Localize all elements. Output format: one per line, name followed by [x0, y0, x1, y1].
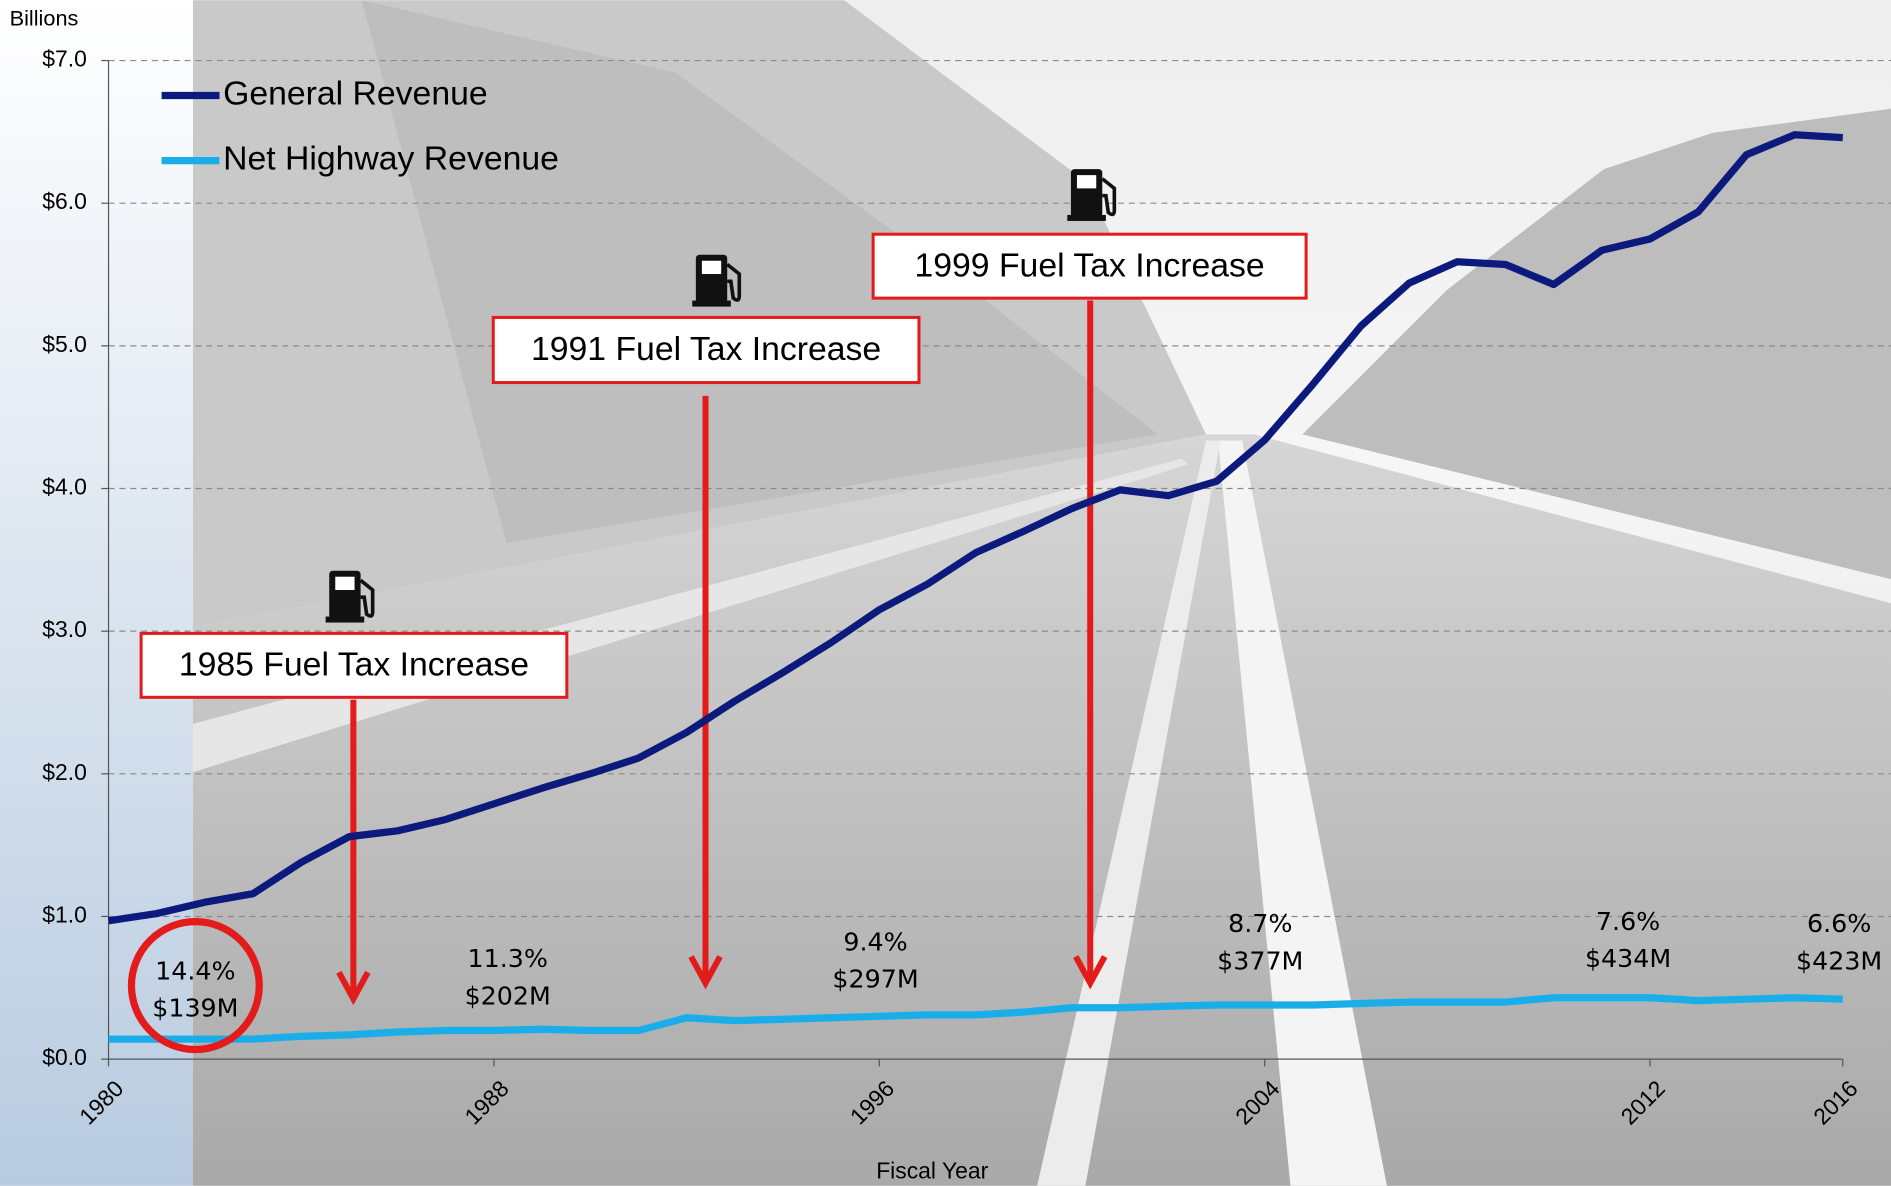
y-tick-label: $4.0: [42, 474, 87, 500]
chart: Billions Fiscal Year $0.0 $1.0 $2.0 $3.0 $4.…: [0, 0, 1891, 1186]
y-tick-label: $6.0: [42, 188, 87, 214]
callout-share: 7.6%: [1596, 906, 1660, 936]
callout-amount: $423M: [1796, 946, 1882, 976]
callout-amount: $202M: [465, 981, 551, 1011]
pump-base: [326, 617, 365, 623]
pump-window: [335, 577, 354, 590]
callout-amount: $297M: [832, 964, 918, 994]
callout-share: 9.4%: [843, 926, 907, 956]
background: [0, 0, 1891, 1185]
pump-window: [702, 261, 721, 274]
callout-share: 14.4%: [155, 955, 235, 985]
y-tick-label: $7.0: [42, 46, 87, 72]
callout-amount: $434M: [1585, 943, 1671, 973]
y-tick-label: $5.0: [42, 331, 87, 357]
pump-base: [692, 301, 731, 307]
x-axis-title: Fiscal Year: [876, 1158, 988, 1184]
callout-amount: $377M: [1217, 946, 1303, 976]
callout-share: 11.3%: [468, 943, 548, 973]
legend-label: General Revenue: [223, 74, 488, 112]
y-tick-label: $1.0: [42, 902, 87, 928]
pump-base: [1067, 215, 1106, 221]
y-tick-label: $2.0: [42, 759, 87, 785]
annotation-label: 1991 Fuel Tax Increase: [531, 330, 881, 368]
y-tick-label: $3.0: [42, 616, 87, 642]
callout-share: 6.6%: [1807, 908, 1871, 938]
legend-label: Net Highway Revenue: [223, 140, 559, 178]
callout-share: 8.7%: [1228, 908, 1292, 938]
annotation-label: 1999 Fuel Tax Increase: [914, 246, 1264, 284]
y-tick-label: $0.0: [42, 1044, 87, 1070]
y-axis-title: Billions: [10, 5, 79, 30]
callout-amount: $139M: [152, 993, 238, 1023]
annotation-label: 1985 Fuel Tax Increase: [179, 645, 529, 683]
pump-window: [1077, 175, 1096, 188]
